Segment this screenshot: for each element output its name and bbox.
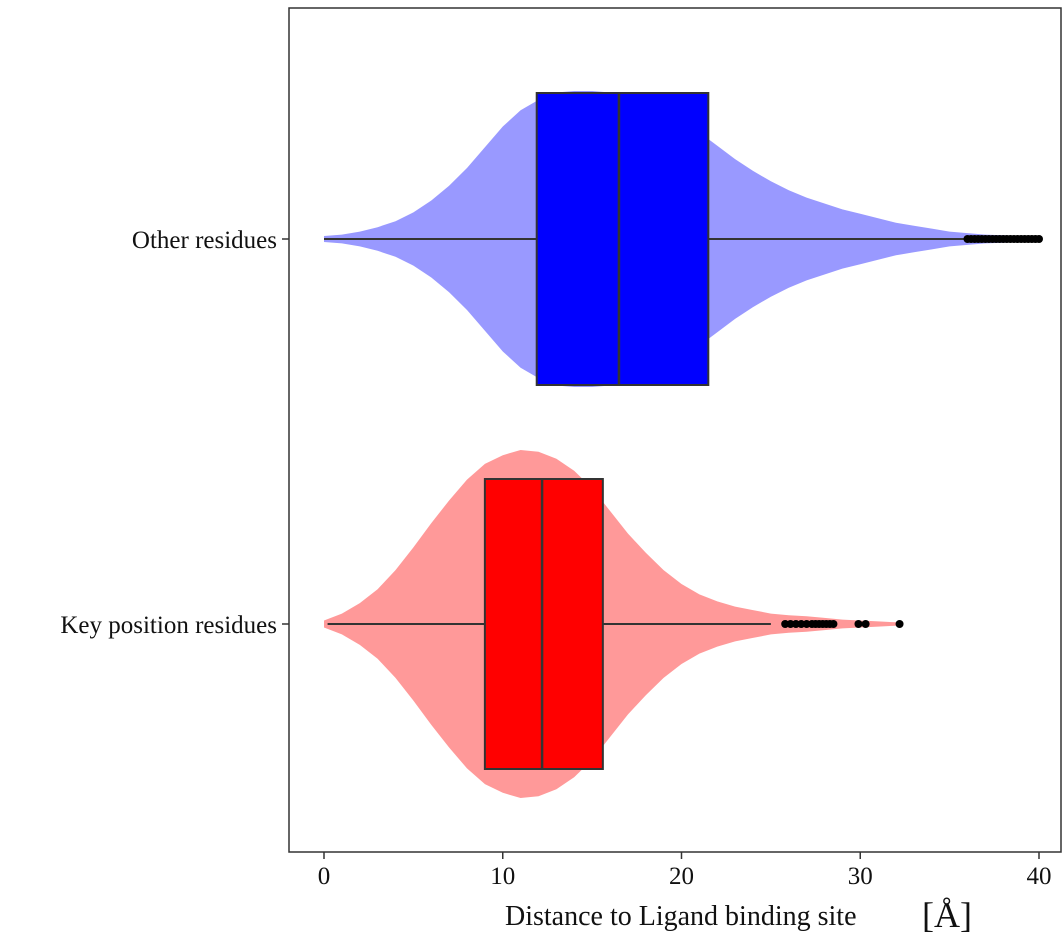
x-axis-unit: [Å] (922, 895, 972, 935)
outlier-point-key-position-residues (861, 620, 870, 628)
x-tick-label: 20 (669, 863, 694, 890)
plot-panel-border (288, 7, 1062, 853)
x-axis-title: Distance to Ligand binding site (505, 901, 857, 932)
outlier-point-key-position-residues (895, 620, 904, 628)
y-tick-label-key-position-residues: Key position residues (60, 612, 277, 639)
x-tick-label: 10 (490, 863, 515, 890)
plot-area (324, 91, 1043, 798)
x-axis: 0 10 20 30 40 (318, 852, 1052, 890)
outlier-point-key-position-residues (854, 620, 863, 628)
box-key-position-residues (483, 478, 604, 770)
outlier-point-key-position-residues (829, 620, 838, 628)
outlier-point-other-residues (1035, 235, 1043, 243)
y-tick-label-other-residues: Other residues (132, 227, 277, 254)
y-axis: Other residues Key position residues (60, 227, 289, 639)
x-tick-label: 30 (848, 863, 873, 890)
x-tick-label: 0 (318, 863, 331, 890)
x-tick-label: 40 (1027, 863, 1052, 890)
box-other-residues (535, 92, 710, 386)
